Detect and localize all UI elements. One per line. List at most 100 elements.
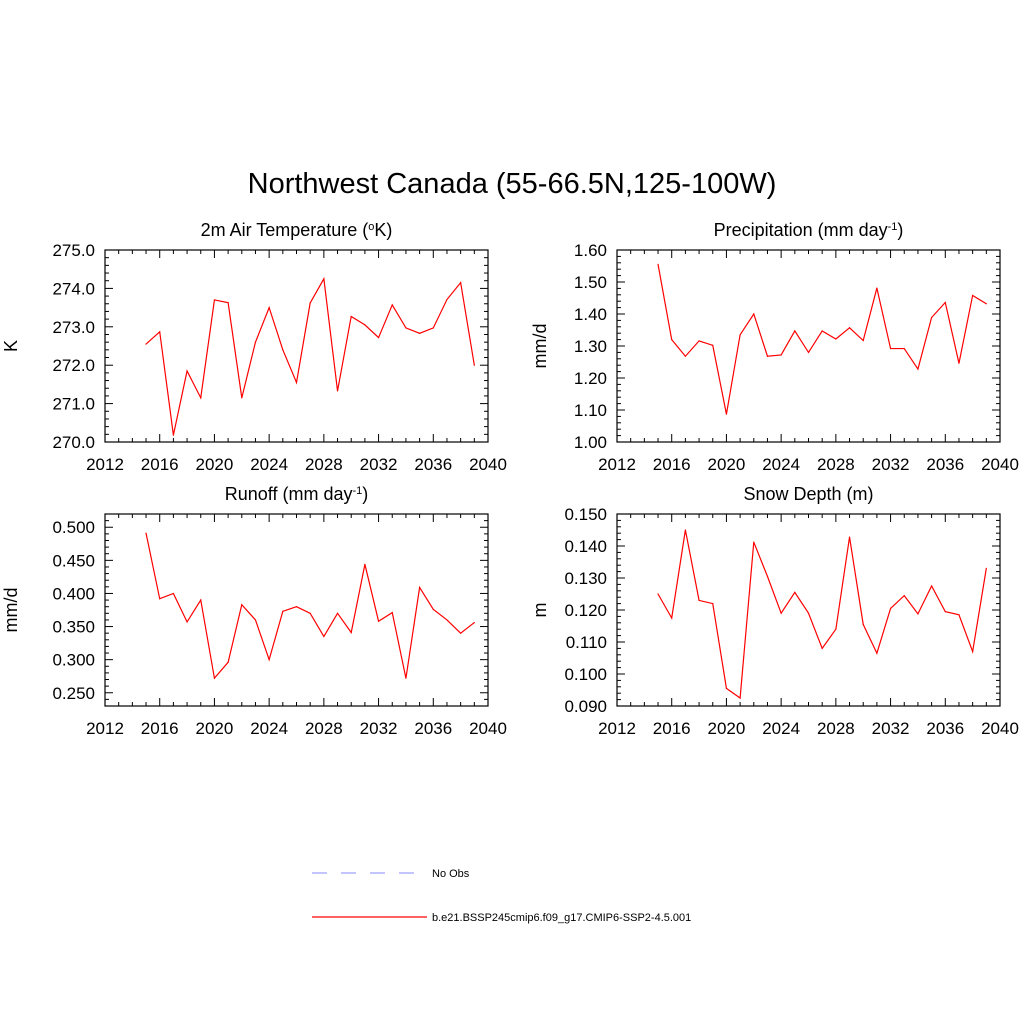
data-point — [405, 327, 407, 329]
data-point — [391, 304, 393, 306]
data-point — [254, 619, 257, 621]
data-point — [172, 592, 174, 595]
figure-title: Northwest Canada (55-66.5N,125-100W) — [247, 168, 777, 200]
data-point — [780, 612, 782, 614]
data-point — [282, 349, 284, 351]
x-tick-label: 2040 — [469, 455, 507, 474]
panel-title: Runoff (mm day-1) — [225, 484, 369, 504]
panel-runoff: 2012 2016 2020 2024 2028 2032 2036 2040 0.250 0.3… — [1, 484, 507, 738]
x-tick-label: 2024 — [250, 455, 288, 474]
x-tick-label: 2032 — [360, 719, 398, 738]
panel-precipitation: 2012 2016 2020 2024 2028 2032 2036 2040 1.00 1.10… — [530, 220, 1019, 474]
data-point — [295, 606, 298, 608]
data-point — [200, 599, 202, 601]
data-point — [432, 327, 434, 329]
data-point — [241, 397, 243, 399]
data-point — [712, 344, 714, 346]
data-point — [268, 307, 270, 309]
data-point — [268, 659, 270, 661]
y-tick-label: 0.350 — [52, 618, 95, 637]
plot-frame — [616, 249, 1001, 443]
x-tick-label: 2036 — [926, 719, 964, 738]
x-tick-label: 2012 — [86, 455, 124, 474]
data-point — [944, 611, 946, 613]
x-tick-label: 2036 — [414, 455, 452, 474]
data-point — [917, 613, 919, 615]
y-tick-label: 0.140 — [564, 537, 607, 556]
data-point — [350, 631, 352, 634]
y-tick-label: 273.0 — [52, 318, 95, 337]
data-point — [460, 632, 462, 634]
data-point — [835, 338, 837, 340]
data-point — [405, 677, 407, 679]
data-point — [807, 351, 810, 353]
y-tick-label: 0.150 — [564, 505, 607, 524]
data-point — [958, 614, 960, 616]
data-point — [862, 339, 864, 342]
x-tick-label: 2028 — [305, 719, 343, 738]
panel-title: Snow Depth (m) — [743, 484, 873, 504]
data-point — [985, 567, 987, 570]
data-point — [725, 413, 728, 415]
data-point — [213, 299, 216, 301]
data-point — [698, 599, 700, 602]
data-point — [876, 652, 878, 654]
data-point — [172, 434, 174, 436]
data-point — [364, 324, 366, 326]
x-tick-label: 2020 — [196, 455, 234, 474]
x-tick-label: 2040 — [981, 719, 1019, 738]
data-point — [473, 364, 475, 366]
data-point — [821, 330, 823, 332]
panel-snow-depth: 2012 2016 2020 2024 2028 2032 2036 2040 0.090 0.1… — [530, 484, 1019, 738]
data-point — [323, 635, 325, 638]
y-axis-title: m — [530, 603, 550, 618]
data-point — [739, 697, 741, 699]
x-tick-label: 2024 — [762, 455, 800, 474]
data-point — [159, 598, 161, 600]
data-point — [889, 347, 892, 350]
panel-title: 2m Air Temperature (oK) — [201, 220, 393, 240]
data-point — [309, 302, 311, 304]
data-point — [145, 532, 147, 534]
data-point — [419, 586, 421, 589]
y-tick-label: 0.130 — [564, 569, 607, 588]
data-point — [241, 604, 243, 606]
y-tick-label: 275.0 — [52, 241, 95, 260]
data-point — [684, 529, 686, 531]
data-point — [159, 331, 161, 333]
data-point — [944, 301, 946, 304]
data-point — [972, 651, 974, 653]
x-tick-label: 2012 — [598, 719, 636, 738]
data-point — [227, 661, 229, 663]
data-point — [712, 603, 714, 605]
data-point — [446, 619, 448, 621]
data-point — [186, 370, 188, 372]
data-point — [350, 315, 352, 318]
y-tick-label: 1.00 — [574, 433, 607, 452]
data-point — [254, 341, 257, 343]
data-point — [725, 687, 728, 690]
plot-frame — [104, 513, 489, 707]
data-point — [794, 591, 796, 594]
data-point — [972, 294, 974, 297]
data-point — [657, 263, 659, 265]
data-point — [835, 628, 837, 630]
y-tick-label: 0.300 — [52, 651, 95, 670]
x-tick-label: 2028 — [817, 455, 855, 474]
x-tick-label: 2024 — [762, 719, 800, 738]
y-tick-label: 1.10 — [574, 401, 607, 420]
data-point — [309, 612, 311, 614]
data-point — [739, 334, 741, 336]
y-tick-label: 0.120 — [564, 601, 607, 620]
y-tick-label: 270.0 — [52, 433, 95, 452]
data-point — [336, 612, 339, 614]
x-tick-label: 2020 — [708, 455, 746, 474]
y-tick-label: 0.500 — [52, 518, 95, 537]
data-point — [671, 339, 673, 341]
data-point — [821, 647, 823, 650]
data-point — [419, 332, 421, 334]
data-point — [227, 302, 229, 304]
data-point — [862, 623, 864, 626]
data-point — [657, 593, 659, 595]
